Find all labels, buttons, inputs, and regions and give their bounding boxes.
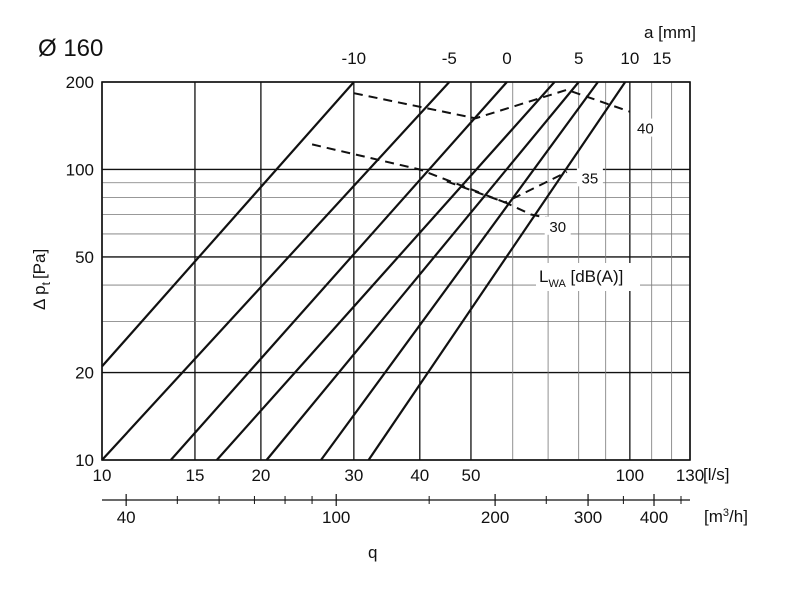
sound-dashed-line <box>446 180 549 220</box>
plot-frame <box>101 81 691 461</box>
damper-setting-lines <box>101 81 627 461</box>
chart-title: Ø 160 <box>38 35 103 62</box>
x-tick-label: 30 <box>344 466 363 485</box>
y-axis-ticks-pa: 10 20 50 100 200 <box>66 73 94 470</box>
damper-line <box>169 81 508 461</box>
y-tick-label: 200 <box>66 73 94 92</box>
x-tick-label: 15 <box>185 466 204 485</box>
m3h-tick-label: 300 <box>574 508 602 527</box>
m3h-tick-label: 40 <box>117 508 136 527</box>
lwa-label-bg <box>536 263 640 291</box>
m3h-tick-label: 100 <box>322 508 350 527</box>
top-tick-label: 0 <box>502 49 511 68</box>
m3h-axis-unit: [m3/h] <box>704 507 748 526</box>
x-axis-ticks-ls: 10 15 20 30 40 50 100 130 <box>93 466 705 485</box>
y-tick-label: 20 <box>75 364 94 383</box>
sound-label-bg <box>544 216 571 235</box>
top-tick-label: 5 <box>574 49 583 68</box>
top-axis-label: a [mm] <box>644 23 696 42</box>
top-tick-label: 15 <box>652 49 671 68</box>
sound-label-bg <box>632 118 659 137</box>
top-tick-label: -10 <box>342 49 367 68</box>
sound-level-label: 40 <box>637 121 654 138</box>
y-axis-title: Δ pt[Pa] <box>30 249 53 310</box>
sound-dashed-line <box>353 88 631 120</box>
top-tick-label: -5 <box>442 49 457 68</box>
x-tick-label: 40 <box>410 466 429 485</box>
damper-line <box>101 81 355 368</box>
damper-line <box>320 81 599 461</box>
sound-dashed-line <box>311 143 568 204</box>
x-axis-title: q <box>368 543 377 562</box>
y-tick-label: 50 <box>75 248 94 267</box>
damper-line <box>101 81 451 461</box>
sound-level-label: 35 <box>582 170 599 187</box>
x-axis-unit-ls: [l/s] <box>703 465 729 484</box>
top-axis-ticks-a: -10 -5 0 5 10 15 <box>342 49 672 68</box>
m3h-tick-label: 200 <box>481 508 509 527</box>
damper-line <box>215 81 556 461</box>
x-tick-label: 130 <box>676 466 704 485</box>
sound-power-lines: 40 35 30 <box>311 88 659 236</box>
sound-label-bg <box>576 168 603 187</box>
x-tick-label: 50 <box>461 466 480 485</box>
y-tick-label: 10 <box>75 451 94 470</box>
m3h-tick-label: 400 <box>640 508 668 527</box>
sound-level-label: 30 <box>549 219 566 236</box>
lwa-label: LWA [dB(A)] <box>539 267 623 290</box>
damper-line <box>265 81 580 461</box>
x-tick-label: 10 <box>93 466 112 485</box>
x-tick-label: 20 <box>251 466 270 485</box>
y-tick-label: 100 <box>66 160 94 179</box>
top-tick-label: 10 <box>620 49 639 68</box>
damper-line <box>367 81 627 461</box>
x-tick-label: 100 <box>616 466 644 485</box>
m3h-axis: 40 100 200 300 400 <box>102 494 690 527</box>
